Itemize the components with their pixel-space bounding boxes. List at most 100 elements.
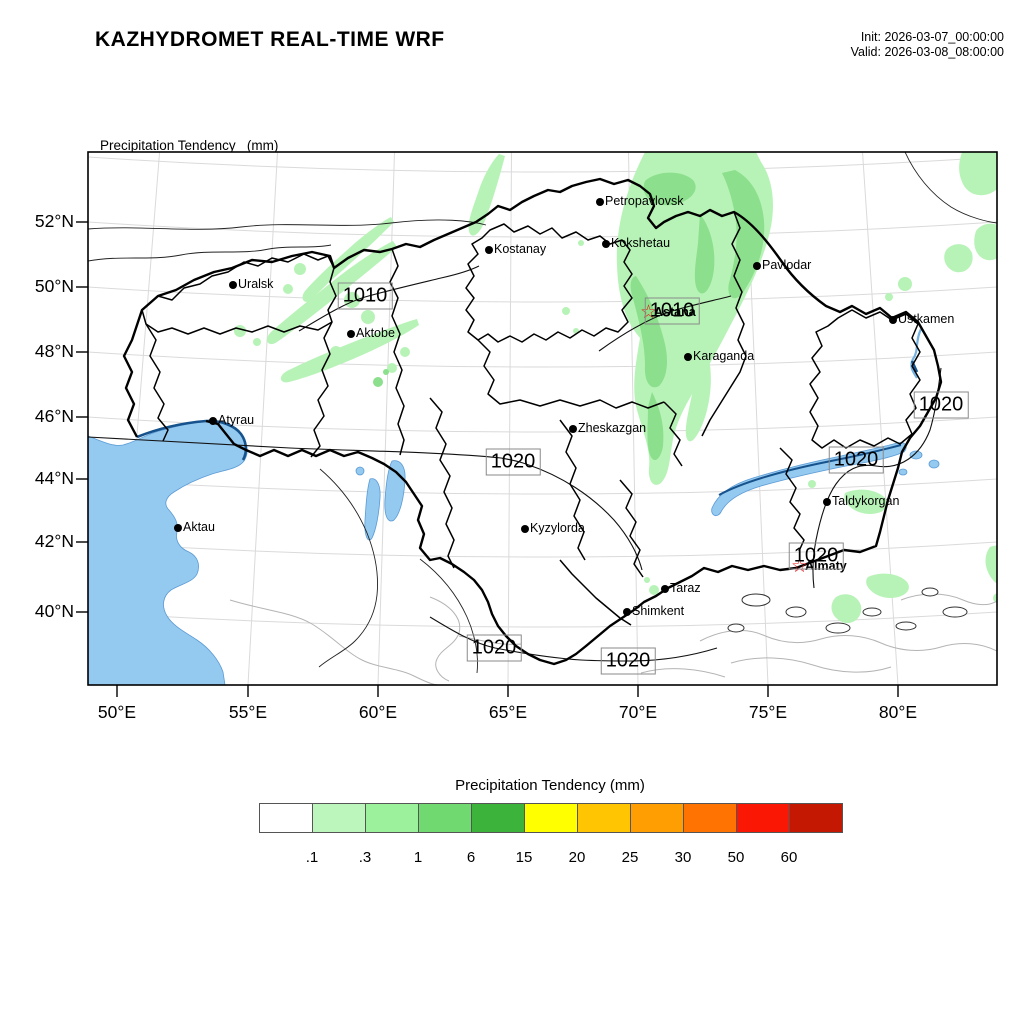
- axis-ticks: [76, 221, 899, 697]
- lat-label: 40°N: [34, 601, 74, 621]
- city-dot-marker: [596, 198, 604, 206]
- city-label: Shimkent: [632, 604, 685, 618]
- mountain-outline: [741, 593, 771, 607]
- mountain-outline: [921, 587, 939, 597]
- lat-label: 50°N: [34, 276, 74, 296]
- precip-area: [234, 325, 246, 337]
- mountain-outline: [942, 606, 968, 618]
- mountain-outline: [785, 606, 807, 618]
- city-label: Kostanay: [494, 242, 547, 256]
- city-label: Aktobe: [356, 326, 395, 340]
- city-label: Uralsk: [238, 277, 274, 291]
- precip-area: [283, 284, 293, 294]
- legend-tick-label: 50: [727, 849, 745, 866]
- pressure-label: 1010: [337, 282, 393, 310]
- precip-area: [985, 545, 997, 584]
- legend-color-box: [365, 803, 419, 833]
- precip-area: [944, 244, 973, 273]
- oblast-border: [701, 211, 747, 437]
- parallel-line: [88, 611, 997, 628]
- parallel-line: [88, 478, 997, 495]
- city-dot-marker: [229, 281, 237, 289]
- legend-color-box: [630, 803, 684, 833]
- precip-area: [387, 363, 397, 373]
- precip-area: [898, 277, 912, 291]
- gray-contour: [699, 630, 997, 652]
- precip-area: [400, 347, 410, 357]
- city-label: Aktau: [183, 520, 215, 534]
- city-label: Pavlodar: [762, 258, 812, 272]
- city-label: Taraz: [670, 581, 701, 595]
- city-dot-marker: [485, 246, 493, 254]
- oblast-border: [429, 397, 455, 569]
- oblast-border: [663, 401, 683, 467]
- admin-line: [904, 152, 997, 224]
- valid-time-label: Valid: 2026-03-08_08:00:00: [850, 45, 1004, 59]
- city-dot-marker: [521, 525, 529, 533]
- oblast-border: [779, 447, 805, 552]
- city-label: Kokshetau: [611, 236, 671, 250]
- admin-line: [88, 244, 332, 262]
- precip-area: [644, 577, 650, 583]
- city-dot-marker: [684, 353, 692, 361]
- run-times: Init: 2026-03-07_00:00:00 Valid: 2026-03…: [851, 30, 1004, 60]
- legend-color-box: [471, 803, 525, 833]
- legend-color-box: [736, 803, 790, 833]
- parallel-line: [88, 221, 997, 238]
- legend-color-box: [418, 803, 472, 833]
- city-dot-marker: [174, 524, 182, 532]
- lon-label: 55°E: [228, 702, 268, 722]
- legend-color-box: [524, 803, 578, 833]
- oblast-border: [477, 339, 665, 409]
- precip-area: [974, 223, 997, 261]
- city-dot-marker: [889, 316, 897, 324]
- page-title: KAZHYDROMET REAL-TIME WRF: [95, 28, 445, 51]
- gray-contour: [429, 596, 461, 682]
- city-dot-marker: [661, 585, 669, 593]
- mountain-outline: [862, 607, 882, 617]
- pressure-label: 1020: [466, 634, 522, 662]
- gray-contour: [730, 657, 892, 673]
- oblast-border: [141, 253, 337, 335]
- precip-area: [808, 480, 816, 488]
- precip-core: [694, 214, 715, 294]
- legend-tick-label: 20: [568, 849, 586, 866]
- precip-area: [562, 307, 570, 315]
- lon-label: 70°E: [618, 702, 658, 722]
- admin-line: [419, 558, 478, 674]
- legend-tick-label: .1: [305, 849, 319, 866]
- pressure-label: 1020: [788, 542, 844, 570]
- precip-area: [885, 293, 893, 301]
- precip-area: [578, 240, 584, 246]
- field-label-precip: Precipitation Tendency (mm): [100, 138, 279, 153]
- oblast-border: [559, 419, 586, 561]
- river-segment: [910, 360, 919, 373]
- city-star-marker: ☆: [791, 555, 809, 577]
- admin-line: [318, 468, 378, 668]
- precip-area: [866, 573, 909, 598]
- precip-area: [959, 152, 997, 196]
- map-layers: [88, 152, 997, 685]
- pressure-label: 1020: [485, 448, 541, 476]
- city-dot-marker: [347, 330, 355, 338]
- isobar-1020: [429, 616, 718, 662]
- oblast-border: [145, 323, 169, 442]
- mountain-outline: [895, 621, 917, 631]
- legend-title: Precipitation Tendency (mm): [455, 777, 645, 794]
- precip-area: [280, 319, 419, 383]
- oblast-border: [310, 321, 333, 458]
- lon-label: 50°E: [97, 702, 137, 722]
- terrain-contour-layer: [229, 593, 997, 685]
- city-dot-marker: [823, 498, 831, 506]
- precip-area: [253, 338, 261, 346]
- isobar-1010: [598, 295, 732, 352]
- legend-tick-label: 60: [780, 849, 798, 866]
- precip-core: [383, 369, 389, 375]
- legend-tick-label: 6: [466, 849, 476, 866]
- mountain-outline: [825, 622, 851, 634]
- small-lake: [898, 468, 908, 476]
- legend-color-box: [259, 803, 313, 833]
- gray-contour: [229, 599, 439, 685]
- precip-area: [649, 585, 659, 595]
